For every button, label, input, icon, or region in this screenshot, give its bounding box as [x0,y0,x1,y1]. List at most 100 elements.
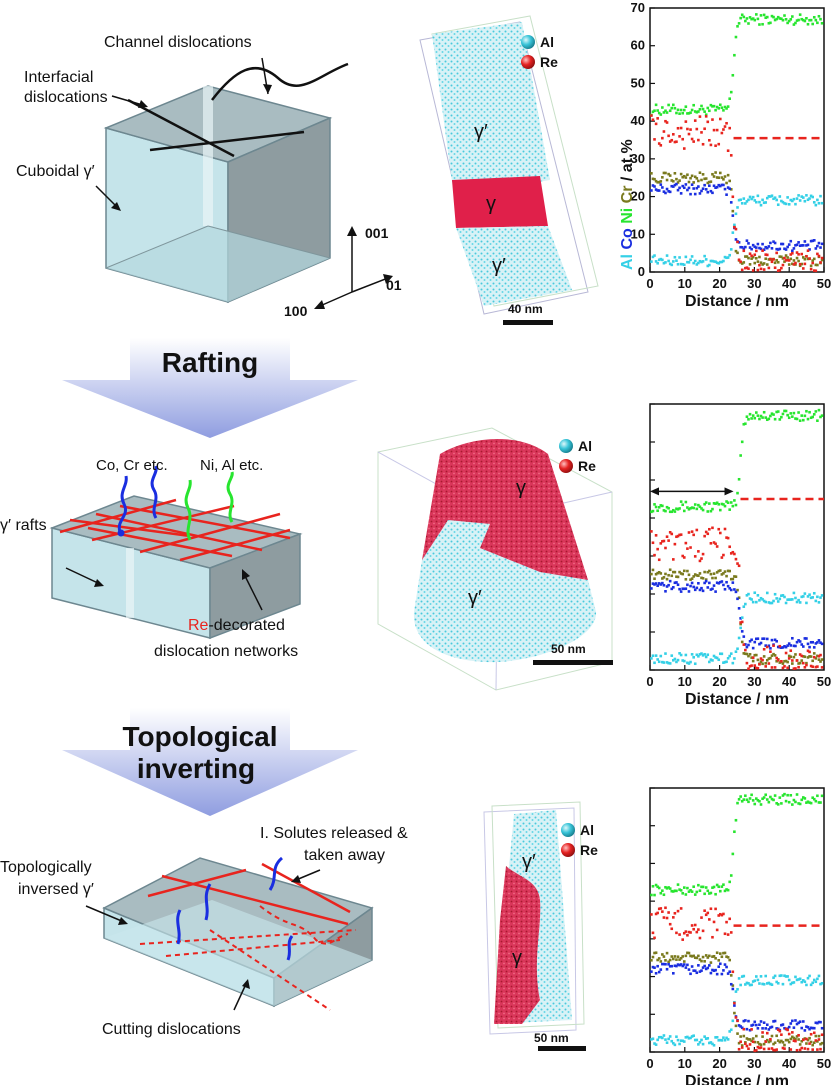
data-point [650,260,653,263]
data-point [747,643,750,647]
data-point [723,932,727,936]
data-point [765,418,769,422]
data-point [734,590,738,594]
data-point [720,652,724,656]
data-point [665,661,669,664]
data-point [675,259,678,262]
data-point [797,639,800,642]
data-point [751,1037,755,1040]
data-point [729,552,733,555]
data-point [745,255,749,258]
data-point [773,654,777,657]
data-point [736,597,739,601]
data-point [651,509,655,513]
cuboid-hidden-edge [207,225,331,259]
data-point [755,797,758,800]
data-point [662,171,666,175]
data-point [775,1048,778,1051]
data-point [715,128,719,132]
data-point [751,255,755,259]
data-point [653,177,656,181]
series-re [650,114,824,273]
data-point [720,1039,724,1042]
data-point [676,262,680,266]
data-point [817,801,821,804]
data-point [708,569,711,573]
data-point [653,109,656,113]
data-point [755,637,758,641]
data-point [733,53,736,57]
data-point [781,1041,785,1044]
data-point [811,22,814,26]
data-point [797,241,800,244]
data-point [712,654,716,658]
data-point [773,638,777,642]
data-point [679,192,683,195]
data-point [794,1039,797,1043]
data-point [711,935,714,939]
data-point [692,927,695,931]
data-point [673,106,677,110]
data-point [651,255,655,259]
data-point [712,920,716,924]
label-re-decorated: Re-decorated [188,617,285,634]
legend-marker-re [561,843,575,857]
data-point [761,263,764,266]
data-point [729,1028,733,1032]
data-point [789,649,793,652]
data-point [701,589,705,593]
axis-label-001: 001 [365,225,389,241]
data-point [816,595,819,599]
data-point [733,225,736,229]
data-point [678,1042,681,1046]
pointer-arrow [85,905,125,923]
data-point [662,962,666,966]
data-point [667,886,670,889]
data-point [744,245,747,249]
data-point [772,599,775,603]
data-point [687,132,691,136]
data-point [717,107,721,110]
data-point [781,200,785,204]
data-point [687,180,691,184]
data-point [737,198,741,202]
data-point [811,659,814,663]
data-point [789,793,793,797]
data-point [819,415,822,419]
data-point [794,417,797,420]
data-point [778,247,782,251]
data-point [673,510,677,513]
data-point [762,655,766,658]
data-point [664,906,667,910]
data-point [798,640,802,643]
data-point [800,414,804,417]
data-point [698,171,702,175]
data-point [739,1035,742,1038]
data-point [700,916,703,919]
data-point [656,261,659,265]
data-point [808,1027,811,1031]
data-point [801,796,805,799]
data-point [731,581,735,584]
data-point [789,257,793,261]
data-point [704,579,708,583]
y-tick-label: 30 [631,151,645,166]
data-point [701,107,705,111]
data-point [684,653,688,657]
process-label-topological: Topological [122,721,277,752]
data-point [659,144,663,147]
data-point [737,258,741,262]
data-point [679,500,683,503]
data-point [709,509,713,513]
data-point [791,636,794,640]
data-point [767,601,771,604]
data-point [681,263,685,266]
data-point [753,261,757,265]
data-point [809,239,813,243]
data-point [659,180,663,183]
data-point [744,19,747,23]
data-point [726,186,730,189]
data-point [786,975,789,978]
data-point [769,795,772,799]
data-point [729,501,733,504]
